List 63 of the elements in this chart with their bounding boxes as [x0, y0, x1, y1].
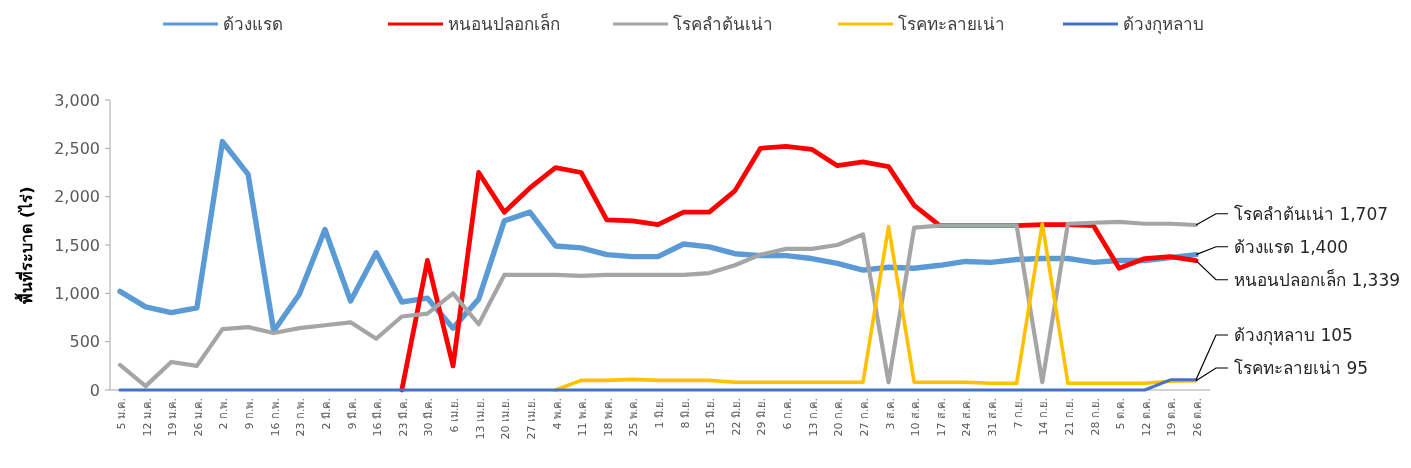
y-tick-label: 1,500 — [54, 235, 100, 255]
x-tick-label: 22 มิ.ย. — [729, 398, 743, 436]
x-tick-label: 27 ก.ค. — [857, 398, 871, 437]
x-tick-label: 7 ก.ย. — [1011, 398, 1025, 429]
x-tick-label: 6 เม.ย. — [448, 398, 462, 433]
x-tick-label: 2 มี.ค. — [319, 398, 333, 430]
x-tick-label: 19 ต.ค. — [1165, 398, 1179, 437]
x-tick-label: 2 ก.พ. — [217, 398, 231, 430]
y-tick-label: 1,000 — [54, 283, 100, 303]
x-tick-label: 8 มิ.ย. — [678, 398, 692, 429]
legend-label: โรคลำต้นเน่า — [673, 14, 773, 34]
y-tick-label: 0 — [89, 380, 100, 400]
legend-label: ด้วงแรด — [223, 14, 283, 34]
y-tick-label: 500 — [69, 332, 100, 352]
x-tick-label: 23 ก.พ. — [294, 398, 308, 437]
x-tick-label: 28 ก.ย. — [1088, 398, 1102, 436]
x-tick-label: 26 ต.ค. — [1191, 398, 1204, 437]
y-tick-label: 3,000 — [54, 90, 100, 110]
x-tick-label: 11 พ.ค. — [576, 398, 590, 437]
x-tick-label: 30 มี.ค. — [422, 398, 436, 437]
x-tick-label: 13 ก.ค. — [806, 398, 820, 437]
annotation: ด้วงแรด 1,400 — [1234, 236, 1349, 257]
x-tick-label: 27 เม.ย. — [524, 398, 538, 440]
line-series — [117, 219, 1199, 389]
x-tick-label: 21 ก.ย. — [1062, 398, 1076, 436]
annotation: โรคลำต้นเน่า 1,707 — [1234, 203, 1389, 224]
x-tick-label: 26 ม.ค. — [191, 398, 205, 437]
x-tick-label: 15 มิ.ย. — [704, 398, 718, 436]
x-tick-label: 20 เม.ย. — [499, 398, 513, 440]
x-tick-label: 18 พ.ค. — [601, 398, 615, 437]
x-tick-label: 5 ต.ค. — [1114, 398, 1128, 430]
legend-label: หนอนปลอกเล็ก — [448, 13, 560, 34]
x-tick-label: 1 มิ.ย. — [653, 398, 666, 429]
x-tick-label: 3 ส.ค. — [883, 398, 897, 430]
x-tick-label: 5 ม.ค. — [115, 398, 128, 430]
x-tick-label: 17 ส.ค. — [934, 398, 948, 437]
x-tick-label: 16 ก.พ. — [268, 398, 282, 437]
x-tick-label: 19 ม.ค. — [166, 398, 180, 437]
x-tick-label: 16 มี.ค. — [371, 398, 385, 437]
x-tick-label: 29 มิ.ย. — [755, 398, 769, 436]
legend-label: โรคทะลายเน่า — [898, 14, 1005, 34]
annotation: หนอนปลอกเล็ก 1,339 — [1234, 268, 1401, 290]
x-tick-label: 31 ส.ค. — [986, 398, 1000, 437]
x-tick-label: 4 พ.ค. — [550, 398, 564, 430]
x-tick-label: 12 ม.ค. — [140, 398, 154, 437]
y-tick-label: 2,500 — [54, 138, 100, 158]
y-tick-label: 2,000 — [54, 187, 100, 207]
x-tick-label: 9 ก.พ. — [243, 398, 257, 430]
x-tick-label: 20 ก.ค. — [832, 398, 846, 437]
x-tick-label: 10 ส.ค. — [909, 398, 923, 437]
x-tick-label: 13 เม.ย. — [473, 398, 487, 440]
line-series — [553, 221, 1198, 392]
x-tick-label: 6 ก.ค. — [781, 398, 795, 430]
annotation: ด้วงกุหลาบ 105 — [1234, 324, 1353, 346]
y-axis-title: พื้นที่ระบาด (ไร่) — [14, 186, 36, 304]
x-tick-label: 23 มี.ค. — [396, 398, 410, 437]
x-tick-label: 12 ต.ค. — [1139, 398, 1153, 437]
legend-label: ด้วงกุหลาบ — [1123, 14, 1204, 35]
x-tick-label: 14 ก.ย. — [1037, 398, 1051, 436]
annotation: โรคทะลายเน่า 95 — [1234, 357, 1369, 378]
x-tick-label: 9 มี.ค. — [345, 398, 359, 430]
x-tick-label: 24 ส.ค. — [960, 398, 974, 437]
x-tick-label: 25 พ.ค. — [627, 398, 641, 437]
